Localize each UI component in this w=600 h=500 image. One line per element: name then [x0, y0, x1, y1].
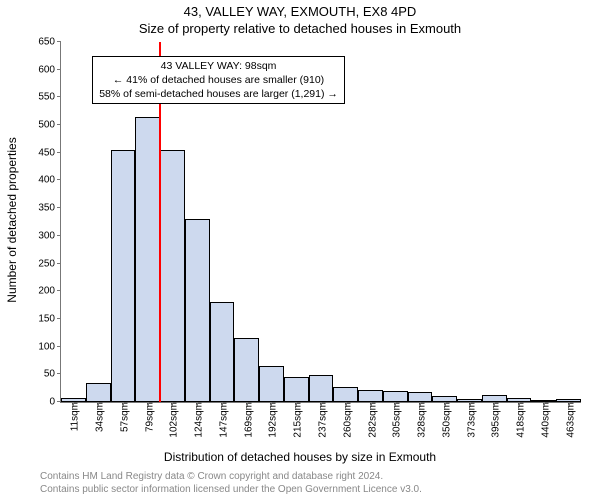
y-tick-label: 500: [38, 120, 61, 131]
y-tick-label: 350: [38, 203, 61, 214]
y-tick-label: 450: [38, 147, 61, 158]
histogram-bar: [482, 395, 507, 402]
x-tick-label: 147sqm: [214, 402, 229, 438]
x-tick-mark: [569, 402, 570, 406]
x-tick-label: 192sqm: [264, 402, 279, 438]
x-tick-mark: [346, 402, 347, 406]
x-tick-label: 237sqm: [314, 402, 329, 438]
x-tick-label: 463sqm: [561, 402, 576, 438]
y-tick-mark: [57, 346, 61, 347]
x-tick-label: 305sqm: [388, 402, 403, 438]
histogram-bar: [259, 366, 284, 402]
x-tick-label: 395sqm: [487, 402, 502, 438]
x-tick-label: 124sqm: [190, 402, 205, 438]
x-tick-mark: [395, 402, 396, 406]
histogram-bar: [383, 391, 408, 402]
annotation-line: 43 VALLEY WAY: 98sqm: [99, 59, 338, 73]
x-axis-label: Distribution of detached houses by size …: [0, 450, 600, 464]
x-tick-label: 260sqm: [338, 402, 353, 438]
chart-title-line2: Size of property relative to detached ho…: [0, 21, 600, 36]
annotation-box: 43 VALLEY WAY: 98sqm← 41% of detached ho…: [92, 56, 345, 105]
x-tick-label: 328sqm: [413, 402, 428, 438]
x-tick-mark: [470, 402, 471, 406]
y-tick-mark: [57, 318, 61, 319]
histogram-bar: [160, 150, 185, 402]
x-tick-label: 373sqm: [462, 402, 477, 438]
y-tick-label: 650: [38, 37, 61, 48]
x-tick-label: 169sqm: [239, 402, 254, 438]
x-tick-label: 11sqm: [66, 402, 81, 431]
x-tick-mark: [197, 402, 198, 406]
y-tick-mark: [57, 152, 61, 153]
y-tick-label: 50: [44, 369, 61, 380]
x-tick-mark: [98, 402, 99, 406]
y-tick-label: 300: [38, 230, 61, 241]
x-tick-label: 102sqm: [165, 402, 180, 438]
x-tick-label: 79sqm: [140, 402, 155, 432]
histogram-bar: [234, 338, 259, 402]
attribution-line2: Contains public sector information licen…: [40, 483, 422, 496]
y-tick-label: 600: [38, 64, 61, 75]
x-tick-mark: [544, 402, 545, 406]
histogram-bar: [135, 117, 160, 402]
y-tick-label: 400: [38, 175, 61, 186]
x-tick-mark: [172, 402, 173, 406]
x-tick-mark: [271, 402, 272, 406]
x-tick-label: 34sqm: [91, 402, 106, 432]
annotation-line: ← 41% of detached houses are smaller (91…: [99, 73, 338, 87]
attribution-line1: Contains HM Land Registry data © Crown c…: [40, 470, 422, 483]
annotation-line: 58% of semi-detached houses are larger (…: [99, 87, 338, 101]
histogram-bar: [284, 377, 309, 402]
y-tick-mark: [57, 96, 61, 97]
x-tick-label: 215sqm: [289, 402, 304, 438]
x-tick-mark: [494, 402, 495, 406]
x-tick-label: 282sqm: [363, 402, 378, 438]
x-tick-mark: [73, 402, 74, 406]
y-tick-mark: [57, 373, 61, 374]
histogram-bar: [408, 392, 433, 402]
y-tick-label: 150: [38, 313, 61, 324]
y-axis-label: Number of detached properties: [5, 137, 19, 302]
x-tick-label: 350sqm: [437, 402, 452, 438]
x-tick-mark: [445, 402, 446, 406]
x-tick-mark: [222, 402, 223, 406]
y-tick-label: 550: [38, 92, 61, 103]
y-tick-mark: [57, 124, 61, 125]
x-tick-mark: [148, 402, 149, 406]
x-tick-mark: [123, 402, 124, 406]
histogram-bar: [210, 302, 235, 402]
y-tick-label: 100: [38, 341, 61, 352]
x-tick-mark: [519, 402, 520, 406]
chart-title-line1: 43, VALLEY WAY, EXMOUTH, EX8 4PD: [0, 4, 600, 19]
y-tick-label: 250: [38, 258, 61, 269]
y-tick-mark: [57, 263, 61, 264]
histogram-bar: [111, 150, 136, 402]
x-tick-label: 440sqm: [536, 402, 551, 438]
attribution-text: Contains HM Land Registry data © Crown c…: [40, 470, 422, 496]
histogram-bar: [358, 390, 383, 402]
histogram-bar: [86, 383, 111, 402]
x-tick-label: 418sqm: [512, 402, 527, 438]
chart-container: 43, VALLEY WAY, EXMOUTH, EX8 4PD Size of…: [0, 0, 600, 500]
histogram-bar: [309, 375, 334, 402]
y-tick-mark: [57, 69, 61, 70]
y-tick-label: 0: [49, 397, 61, 408]
x-tick-label: 57sqm: [115, 402, 130, 432]
x-tick-mark: [296, 402, 297, 406]
y-tick-mark: [57, 235, 61, 236]
y-tick-label: 200: [38, 286, 61, 297]
y-tick-mark: [57, 207, 61, 208]
x-tick-mark: [371, 402, 372, 406]
histogram-bar: [333, 387, 358, 403]
y-tick-mark: [57, 41, 61, 42]
x-tick-mark: [321, 402, 322, 406]
x-tick-mark: [247, 402, 248, 406]
plot-area: 0501001502002503003504004505005506006501…: [60, 42, 581, 403]
x-tick-mark: [420, 402, 421, 406]
y-tick-mark: [57, 179, 61, 180]
histogram-bar: [185, 219, 210, 402]
y-tick-mark: [57, 290, 61, 291]
